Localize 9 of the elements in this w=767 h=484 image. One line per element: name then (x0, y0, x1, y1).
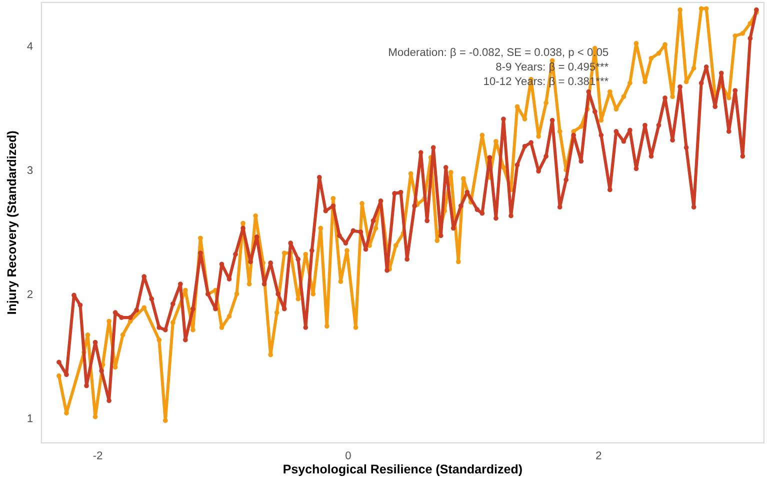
y-tick-label: 2 (27, 290, 33, 298)
y-axis-title: Injury Recovery (Standardized) (6, 131, 19, 314)
x-tick-label: 2 (596, 451, 602, 460)
x-tick-label: -2 (93, 451, 102, 460)
y-tick-label: 1 (28, 414, 33, 422)
y-tick-label: 4 (27, 42, 33, 50)
x-tick-label: 0 (346, 451, 351, 460)
x-axis-title: Psychological Resilience (Standardized) (284, 464, 522, 476)
y-tick-label: 3 (27, 166, 33, 174)
